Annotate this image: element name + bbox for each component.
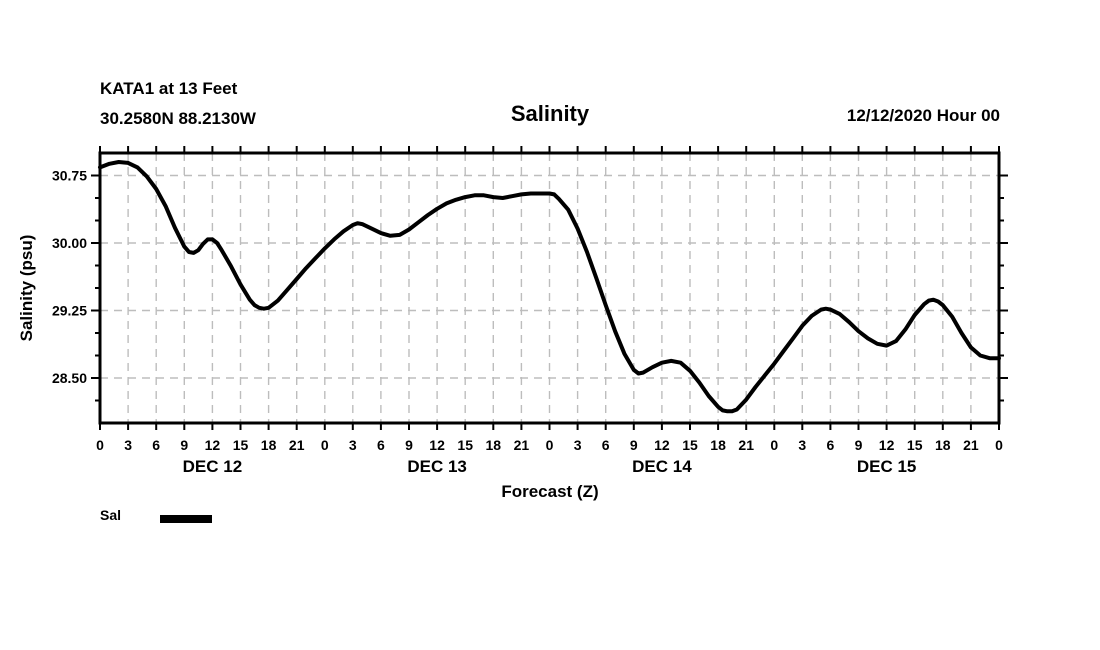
x-tick-label: 15 [682,437,698,453]
x-day-label: DEC 13 [407,457,467,476]
y-tick-label: 30.75 [52,168,87,184]
legend-line-swatch [160,515,212,523]
y-tick-label: 30.00 [52,235,87,251]
plot-frame [98,151,1001,425]
x-tick-label: 9 [855,437,863,453]
x-tick-label: 0 [770,437,778,453]
x-tick-label: 21 [289,437,305,453]
x-tick-label: 12 [205,437,221,453]
series-line-sal [98,160,1001,414]
x-tick-label: 9 [180,437,188,453]
x-tick-label: 3 [124,437,132,453]
x-tick-label: 12 [654,437,670,453]
x-tick-label: 21 [514,437,530,453]
x-tick-label: 18 [710,437,726,453]
station-name: KATA1 at 13 Feet [100,79,238,98]
x-tick-label: 21 [963,437,979,453]
x-tick-label: 3 [574,437,582,453]
x-tick-label: 0 [546,437,554,453]
x-tick-label: 0 [96,437,104,453]
x-tick-label: 6 [377,437,385,453]
x-tick-label: 15 [233,437,249,453]
x-day-label: DEC 12 [183,457,243,476]
x-tick-label: 6 [602,437,610,453]
x-tick-label: 18 [486,437,502,453]
x-tick-label: 18 [935,437,951,453]
x-tick-label: 21 [738,437,754,453]
forecast-datetime: 12/12/2020 Hour 00 [846,106,1000,125]
x-tick-label: 15 [457,437,473,453]
legend-series-label: Sal [100,507,122,523]
x-day-label: DEC 15 [857,457,917,476]
x-tick-label: 12 [879,437,895,453]
y-tick-label: 28.50 [52,370,87,386]
x-tick-label: 18 [261,437,277,453]
station-header: KATA1 at 13 Feet 30.2580N 88.2130W [100,74,256,134]
x-day-label: DEC 14 [632,457,692,476]
x-tick-label: 15 [907,437,923,453]
x-tick-label: 0 [995,437,1003,453]
x-tick-label: 3 [798,437,806,453]
y-tick-label: 29.25 [52,303,87,319]
station-coordinates: 30.2580N 88.2130W [100,109,256,128]
x-tick-label: 0 [321,437,329,453]
chart-title: Salinity [510,101,590,126]
x-tick-label: 9 [405,437,413,453]
x-axis-label: Forecast (Z) [501,482,599,501]
x-tick-label: 3 [349,437,357,453]
x-tick-label: 9 [630,437,638,453]
x-tick-label: 6 [152,437,160,453]
x-tick-label: 6 [827,437,835,453]
x-tick-label: 12 [429,437,445,453]
